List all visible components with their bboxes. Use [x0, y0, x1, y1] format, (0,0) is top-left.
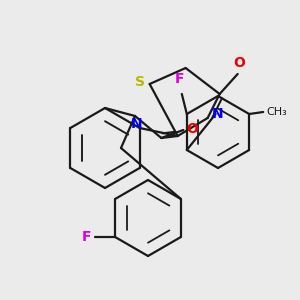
Text: N: N [212, 107, 224, 121]
Text: CH₃: CH₃ [266, 107, 287, 117]
Text: O: O [186, 122, 198, 136]
Text: N: N [131, 117, 143, 131]
Text: O: O [234, 56, 246, 70]
Text: S: S [135, 75, 145, 89]
Text: F: F [82, 230, 91, 244]
Text: F: F [175, 72, 184, 86]
